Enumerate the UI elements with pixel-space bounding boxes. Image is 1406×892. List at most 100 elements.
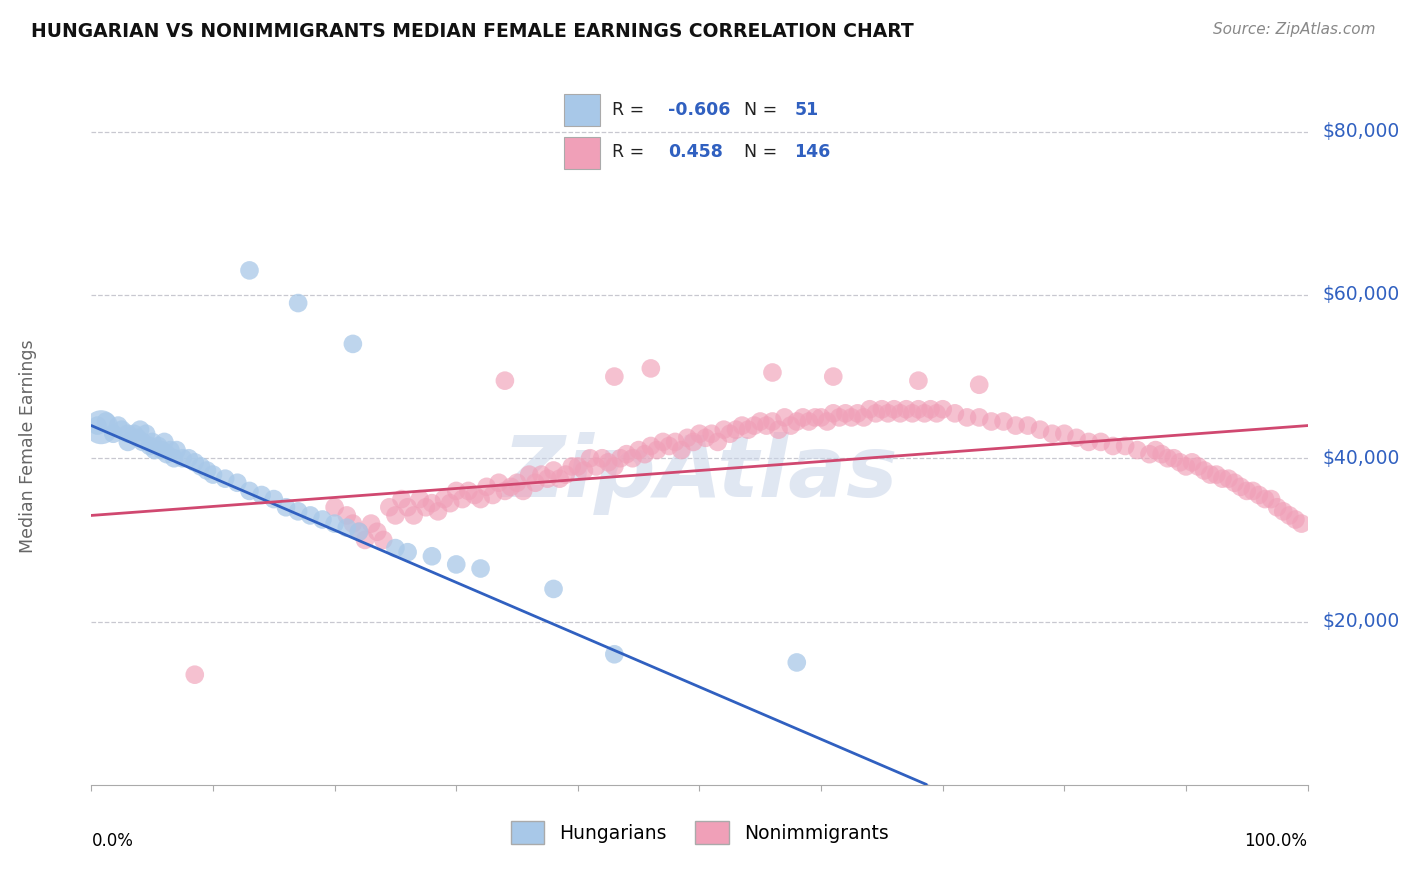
Point	[823, 369, 845, 384]
Point	[834, 406, 856, 420]
Point	[475, 480, 498, 494]
Point	[920, 402, 942, 417]
Point	[1029, 423, 1052, 437]
Text: Median Female Earnings: Median Female Earnings	[20, 339, 37, 553]
Point	[1223, 475, 1246, 490]
Point	[172, 451, 194, 466]
Point	[786, 415, 808, 429]
Point	[184, 667, 207, 681]
Point	[585, 459, 607, 474]
Point	[444, 483, 467, 498]
Point	[792, 410, 814, 425]
Text: 0.0%: 0.0%	[91, 832, 134, 850]
Point	[1077, 434, 1099, 449]
Point	[907, 374, 929, 388]
Point	[956, 410, 979, 425]
Point	[621, 451, 644, 466]
Point	[603, 369, 626, 384]
Point	[579, 451, 602, 466]
Point	[841, 410, 863, 425]
Point	[609, 451, 631, 466]
Text: $20,000: $20,000	[1322, 612, 1399, 632]
Point	[804, 410, 827, 425]
Point	[543, 582, 565, 596]
Point	[226, 475, 249, 490]
Text: 146: 146	[794, 144, 831, 161]
Point	[336, 521, 359, 535]
Point	[616, 447, 638, 461]
Point	[409, 492, 432, 507]
Point	[86, 418, 108, 433]
Point	[664, 434, 686, 449]
Point	[554, 467, 576, 482]
Point	[238, 263, 260, 277]
Point	[852, 410, 875, 425]
Point	[517, 467, 540, 482]
Point	[103, 426, 125, 441]
Point	[184, 455, 207, 469]
Point	[444, 558, 467, 572]
Point	[494, 483, 516, 498]
Point	[1053, 426, 1076, 441]
Point	[135, 426, 157, 441]
Point	[967, 410, 990, 425]
Point	[499, 480, 522, 494]
Point	[1040, 426, 1063, 441]
Point	[688, 426, 710, 441]
Point	[1272, 504, 1295, 518]
Point	[1168, 455, 1191, 469]
Point	[773, 410, 796, 425]
Point	[870, 402, 893, 417]
Point	[1004, 418, 1026, 433]
Point	[214, 472, 236, 486]
Point	[931, 402, 953, 417]
Point	[524, 475, 547, 490]
Point	[815, 415, 838, 429]
Point	[742, 418, 765, 433]
Point	[761, 366, 783, 380]
Point	[640, 439, 662, 453]
Point	[129, 423, 152, 437]
Text: N =: N =	[744, 101, 778, 119]
Point	[1291, 516, 1313, 531]
Point	[127, 431, 149, 445]
Point	[572, 463, 595, 477]
Point	[1090, 434, 1112, 449]
Point	[156, 447, 179, 461]
Text: $40,000: $40,000	[1322, 449, 1399, 467]
Point	[786, 656, 808, 670]
Point	[1114, 439, 1136, 453]
Point	[1260, 492, 1282, 507]
Point	[402, 508, 425, 523]
Point	[299, 508, 322, 523]
Point	[122, 426, 145, 441]
Point	[1017, 418, 1039, 433]
Point	[190, 459, 212, 474]
Point	[415, 500, 437, 515]
Point	[718, 426, 741, 441]
Point	[561, 459, 583, 474]
Point	[682, 434, 704, 449]
Point	[420, 549, 443, 564]
Point	[1199, 467, 1222, 482]
Point	[1066, 431, 1088, 445]
Point	[250, 488, 273, 502]
Point	[512, 483, 534, 498]
Point	[1229, 480, 1251, 494]
Point	[1241, 483, 1264, 498]
Point	[396, 500, 419, 515]
Point	[598, 455, 620, 469]
Point	[506, 475, 529, 490]
Point	[470, 561, 492, 575]
Point	[658, 439, 681, 453]
Point	[378, 500, 401, 515]
Point	[117, 434, 139, 449]
Point	[1254, 492, 1277, 507]
Point	[536, 472, 558, 486]
Point	[749, 415, 772, 429]
Bar	[564, 95, 600, 126]
Point	[457, 483, 479, 498]
Point	[451, 492, 474, 507]
Point	[202, 467, 225, 482]
Point	[1211, 472, 1233, 486]
